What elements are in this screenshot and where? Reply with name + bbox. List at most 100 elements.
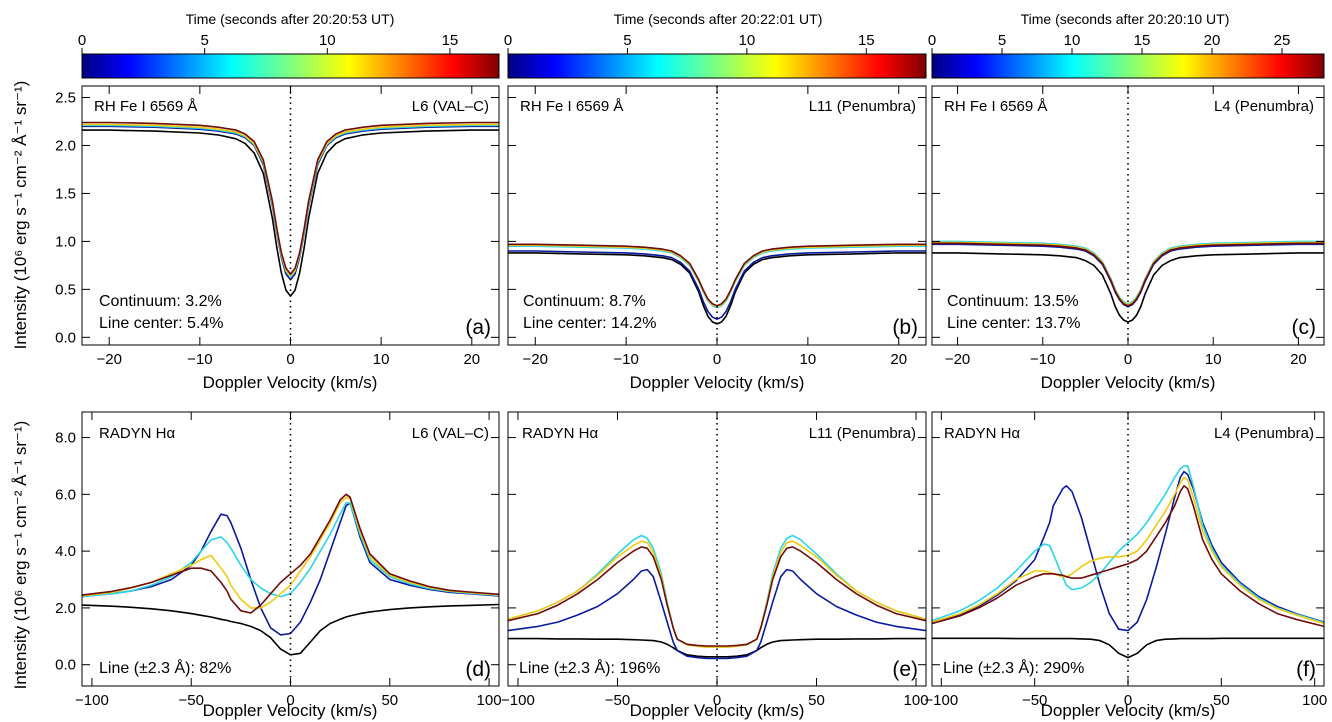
series-line <box>932 240 1324 305</box>
x-tick-label: 100 <box>904 692 929 709</box>
series-line <box>81 502 500 598</box>
colorbar-tick-label: 0 <box>78 32 86 49</box>
panel-letter: (c) <box>1292 316 1317 339</box>
plot-area: −100 −50 0 50 100 <box>924 411 1327 709</box>
colorbar-2: Time (seconds after 20:22:01 UT) 0 5 10 15 <box>504 11 927 79</box>
colorbar-gradient <box>507 53 927 79</box>
x-tick-label: 50 <box>381 692 398 709</box>
series-line <box>508 245 926 309</box>
colorbar-tick-label: 5 <box>623 32 631 49</box>
x-tick-label: −100 <box>501 692 535 709</box>
x-tick-label: −100 <box>75 692 109 709</box>
x-tick-label: −20 <box>523 351 548 368</box>
panel-left-label: RH Fe I 6569 Å <box>520 98 623 115</box>
y-tick-label: 1.0 <box>55 233 76 250</box>
series-line <box>507 546 927 647</box>
series-line <box>931 470 1325 632</box>
panel-d: −100 −50 0 50 100 0.0 2.0 4.0 6.0 8.0 RADYN Hα L6… <box>55 411 502 720</box>
panel-letter: (d) <box>465 658 491 681</box>
continuum-note: Continuum: 8.7% <box>523 293 646 310</box>
colorbar-title: Time (seconds after 20:22:01 UT) <box>614 11 823 27</box>
x-tick-label: 20 <box>1290 351 1307 368</box>
panel-left-label: RH Fe I 6569 Å <box>94 98 197 115</box>
y-tick-label: 6.0 <box>55 486 76 503</box>
series-line <box>932 637 1324 659</box>
x-tick-label: −100 <box>924 692 958 709</box>
y-tick-label: 8.0 <box>55 430 76 447</box>
x-axis-label: Doppler Velocity (km/s) <box>630 701 805 720</box>
colorbar-tick-label: 25 <box>1274 32 1291 49</box>
y-axis-label-top: Intensity (10⁶ erg s⁻¹ cm⁻² Å⁻¹ sr⁻¹) <box>11 81 30 350</box>
x-tick-label: 50 <box>808 692 825 709</box>
series-line <box>82 124 499 278</box>
x-tick-label: −50 <box>178 692 203 709</box>
y-tick-label: 4.0 <box>55 543 76 560</box>
line-center-note: Line center: 14.2% <box>523 315 656 332</box>
series-line <box>932 252 1324 323</box>
x-tick-label: 10 <box>1205 351 1222 368</box>
x-axis-label: Doppler Velocity (km/s) <box>630 373 805 392</box>
panel-right-label: L11 (Penumbra) <box>809 98 916 115</box>
y-tick-label: 0.0 <box>55 657 76 674</box>
series-line <box>931 465 1325 624</box>
y-tick-label: 0.0 <box>55 329 76 346</box>
panel-c: −20 −10 0 10 20 RH Fe I 6569 Å L4 (Penumbra)… <box>931 85 1325 392</box>
x-axis-label: Doppler Velocity (km/s) <box>1041 701 1216 720</box>
series-line <box>508 252 926 325</box>
x-tick-label: 100 <box>1302 692 1327 709</box>
colorbar-tick-label: 10 <box>319 32 336 49</box>
series-line <box>932 242 1324 307</box>
panel-letter: (f) <box>1296 658 1316 681</box>
series-line <box>508 637 926 658</box>
x-tick-label: 0 <box>713 692 721 709</box>
colorbar-gradient <box>81 53 500 79</box>
panel-letter: (b) <box>892 316 918 339</box>
colorbar-tick-label: 15 <box>442 32 459 49</box>
series-line <box>81 502 500 636</box>
y-tick-label: 2.0 <box>55 600 76 617</box>
x-tick-label: 20 <box>463 351 480 368</box>
plot-area: −20 −10 0 10 20 0.0 0.5 1.0 1.5 2.0 2.5 <box>55 85 500 368</box>
y-tick-label: 2.5 <box>55 90 76 107</box>
series-line <box>508 243 926 307</box>
x-tick-label: 0 <box>713 351 721 368</box>
panel-left-label: RH Fe I 6569 Å <box>944 98 1047 115</box>
series-line <box>507 540 927 648</box>
series-line <box>932 241 1324 306</box>
line-note: Line (±2.3 Å): 290% <box>943 658 1084 677</box>
x-tick-label: −50 <box>1022 692 1047 709</box>
plot-area: −20 −10 0 10 20 <box>507 85 927 368</box>
series-line <box>931 485 1325 628</box>
plot-area: −20 −10 0 10 20 <box>931 85 1325 368</box>
y-tick-label: 1.5 <box>55 185 76 202</box>
x-tick-label: 0 <box>1124 351 1132 368</box>
x-tick-label: 10 <box>800 351 817 368</box>
x-tick-label: 100 <box>477 692 502 709</box>
panel-e: −100 −50 0 50 100 RADYN Hα L11 (Penumbra) Li… <box>501 411 929 720</box>
panel-right-label: L4 (Penumbra) <box>1214 425 1314 442</box>
x-tick-label: −50 <box>605 692 630 709</box>
panel-right-label: L11 (Penumbra) <box>809 425 916 442</box>
line-center-note: Line center: 5.4% <box>99 315 224 332</box>
y-tick-label: 0.5 <box>55 281 76 298</box>
line-center-note: Line center: 13.7% <box>947 315 1080 332</box>
panel-letter: (e) <box>892 658 918 681</box>
panel-a: −20 −10 0 10 20 0.0 0.5 1.0 1.5 2.0 2.5 RH Fe I 65… <box>55 85 500 392</box>
panel-left-label: RADYN Hα <box>522 425 599 442</box>
plot-frame <box>81 411 500 687</box>
plot-area: −100 −50 0 50 100 <box>501 411 929 709</box>
x-axis-label: Doppler Velocity (km/s) <box>203 701 378 720</box>
line-note: Line (±2.3 Å): 196% <box>519 658 660 677</box>
x-tick-label: 0 <box>1124 692 1132 709</box>
x-tick-label: −10 <box>187 351 212 368</box>
series-line <box>82 123 499 277</box>
colorbar-tick-label: 5 <box>998 32 1006 49</box>
plot-area: −100 −50 0 50 100 0.0 2.0 4.0 6.0 8.0 <box>55 411 502 709</box>
colorbar-tick-label: 20 <box>1204 32 1221 49</box>
x-tick-label: 50 <box>1213 692 1230 709</box>
panel-right-label: L6 (VAL–C) <box>412 98 489 115</box>
colorbar-3: Time (seconds after 20:20:10 UT) 0 5 10 15 2… <box>928 11 1325 79</box>
panel-letter: (a) <box>465 316 491 339</box>
x-tick-label: −20 <box>96 351 121 368</box>
